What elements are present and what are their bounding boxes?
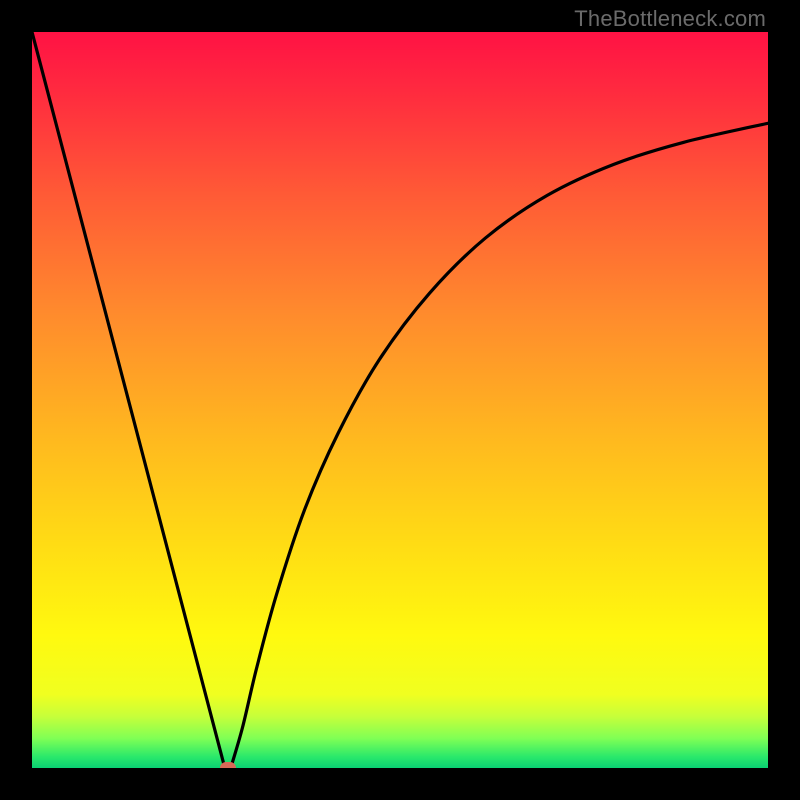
watermark-text: TheBottleneck.com <box>574 6 766 32</box>
chart-frame: TheBottleneck.com <box>0 0 800 800</box>
bottleneck-curve <box>32 32 768 768</box>
plot-area <box>32 32 768 768</box>
trough-marker <box>220 762 236 768</box>
